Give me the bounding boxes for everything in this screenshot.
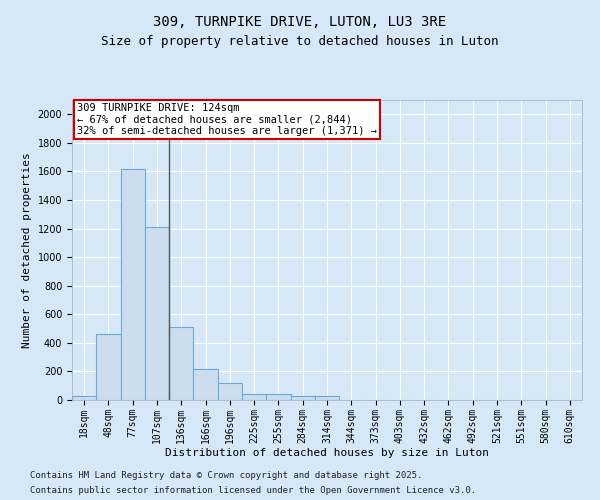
- Text: 309, TURNPIKE DRIVE, LUTON, LU3 3RE: 309, TURNPIKE DRIVE, LUTON, LU3 3RE: [154, 15, 446, 29]
- X-axis label: Distribution of detached houses by size in Luton: Distribution of detached houses by size …: [165, 448, 489, 458]
- Bar: [218, 383, 242, 400]
- Text: 309 TURNPIKE DRIVE: 124sqm
← 67% of detached houses are smaller (2,844)
32% of s: 309 TURNPIKE DRIVE: 124sqm ← 67% of deta…: [77, 103, 377, 136]
- Bar: [242, 394, 266, 400]
- Text: Size of property relative to detached houses in Luton: Size of property relative to detached ho…: [101, 35, 499, 48]
- Text: Contains public sector information licensed under the Open Government Licence v3: Contains public sector information licen…: [30, 486, 476, 495]
- Bar: [72, 396, 96, 400]
- Bar: [96, 334, 121, 400]
- Bar: [290, 396, 315, 400]
- Bar: [315, 396, 339, 400]
- Y-axis label: Number of detached properties: Number of detached properties: [22, 152, 32, 348]
- Bar: [193, 368, 218, 400]
- Bar: [169, 327, 193, 400]
- Bar: [266, 394, 290, 400]
- Bar: [145, 227, 169, 400]
- Bar: [121, 168, 145, 400]
- Text: Contains HM Land Registry data © Crown copyright and database right 2025.: Contains HM Land Registry data © Crown c…: [30, 471, 422, 480]
